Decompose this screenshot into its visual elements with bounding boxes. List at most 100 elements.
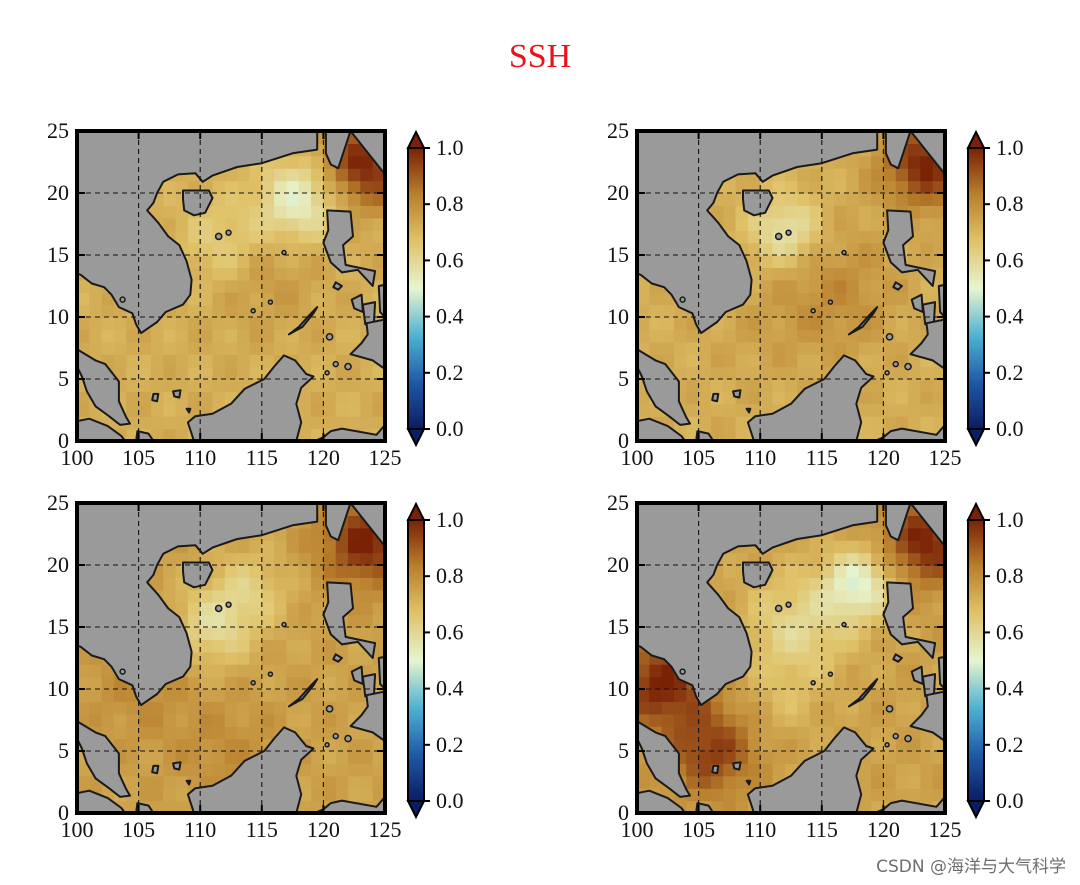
ssh-cell [187,304,201,318]
ssh-cell [286,664,300,678]
islet [679,668,686,675]
watermark-text: CSDN @海洋与大气科学 [876,857,1066,877]
ssh-cell [920,788,934,802]
ssh-cell [187,627,201,640]
ssh-cell [212,205,226,219]
ssh-cell [298,614,312,628]
ssh-cell [760,651,774,665]
y-tick-label: 10 [47,304,69,329]
ssh-cell [834,651,848,665]
ssh-cell [323,267,337,281]
ssh-cell [858,416,872,430]
ssh-cell [150,701,164,715]
ssh-cell [138,366,152,380]
islet [827,299,834,305]
islet [884,370,890,376]
ssh-cell [150,713,164,727]
ssh-cell [637,292,650,306]
y-tick-label: 10 [607,676,629,701]
ssh-cell [298,217,312,231]
ssh-cell [846,565,860,578]
ssh-cell [212,763,226,777]
ssh-cell [335,738,349,752]
ssh-cell [249,713,263,727]
ssh-cell [311,713,324,727]
ssh-cell [335,366,349,380]
ssh-cell [224,242,238,256]
ssh-cell [747,242,761,256]
ssh-cell [77,403,90,417]
ssh-cell [821,639,835,653]
islet [344,362,352,371]
ssh-cell [237,738,251,752]
ssh-cell [686,391,700,405]
ssh-cell [834,639,848,653]
ssh-cell [772,565,786,578]
ssh-cell [834,329,848,343]
land-polygon [324,503,385,548]
ssh-cell [821,205,835,219]
ssh-cell [760,379,774,392]
colorbar-bar [967,519,985,802]
ssh-cell [274,713,288,727]
ssh-cell [323,168,337,182]
ssh-cell [298,354,312,368]
ssh-cell [101,304,115,318]
ssh-cell [261,193,275,206]
x-tick-label: 110 [744,817,776,842]
islet [904,362,912,371]
ssh-cell [797,602,811,616]
ssh-cell [858,552,872,566]
land-polygon [186,726,315,813]
ssh-cell [249,738,263,752]
ssh-cell [360,763,374,777]
ssh-cell [249,639,263,653]
ssh-cell [311,267,324,281]
land-polygon [135,802,155,813]
ssh-cell [895,379,909,392]
ssh-cell [821,193,835,206]
ssh-cell [871,565,884,578]
ssh-cell [311,751,324,764]
ssh-cell [200,713,214,727]
ssh-cell [809,341,823,355]
ssh-cell [883,540,897,554]
ssh-cell [932,602,945,616]
ssh-cell [686,366,700,380]
ssh-cell [871,577,884,591]
ssh-cell [908,391,921,405]
ssh-cell [637,676,650,690]
ssh-cell [710,205,724,219]
ssh-cell [212,651,226,665]
ssh-cell [797,230,811,244]
ssh-cell [200,602,214,616]
ssh-cell [200,255,214,268]
colorbar-extend-min [966,428,986,448]
ssh-cell [760,676,774,690]
ssh-cell [686,416,700,430]
ssh-cell [710,577,724,591]
ssh-cell [871,217,884,231]
ssh-cell [908,689,921,702]
ssh-cell [237,341,251,355]
ssh-cell [261,255,275,268]
ssh-cell [249,217,263,231]
land-polygon [909,690,945,743]
ssh-cell [237,664,251,678]
ssh-cell [908,143,921,157]
ssh-cell [772,391,786,405]
ssh-cell [212,589,226,603]
ssh-cell [846,267,860,281]
ssh-cell [261,279,275,293]
ssh-cell [298,304,312,318]
islet [214,232,223,241]
ssh-cell [126,738,140,752]
ssh-cell [871,788,884,802]
ssh-cell [858,664,872,678]
ssh-cell [723,366,737,380]
ssh-cell [784,168,798,182]
ssh-cell [126,775,140,789]
ssh-cell [323,763,337,777]
y-tick-label: 20 [47,180,69,205]
land-polygon [695,430,715,441]
